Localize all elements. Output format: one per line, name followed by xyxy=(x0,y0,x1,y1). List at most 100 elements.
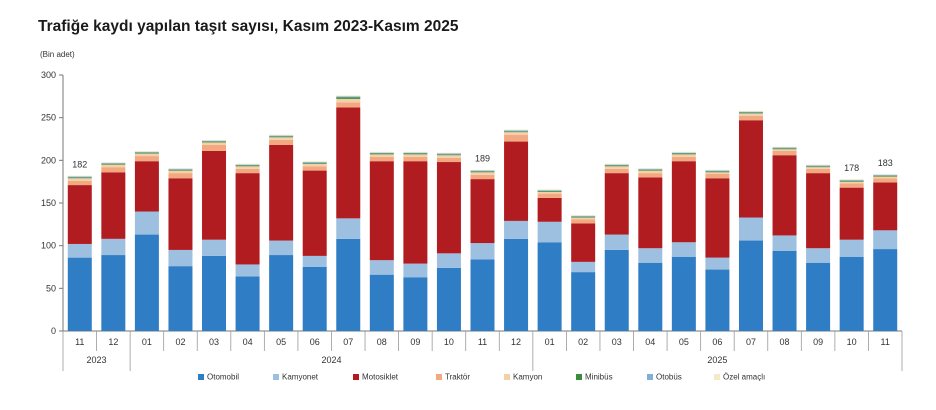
bar-segment-minib-s xyxy=(537,191,562,192)
bar-segment--zel-ama-l- xyxy=(403,151,428,153)
bar-segment-kamyonet xyxy=(168,249,193,267)
bar-segment-motosiklet xyxy=(436,162,461,254)
bar-segment-trakt-r xyxy=(470,174,495,180)
bar-segment-trakt-r xyxy=(134,156,159,162)
x-tick-label: 01 xyxy=(545,337,555,347)
bar-segment-motosiklet xyxy=(336,107,361,219)
bar-segment-otomobil xyxy=(806,262,831,331)
x-year-label: 2023 xyxy=(87,355,107,365)
bar-segment-motosiklet xyxy=(403,161,428,264)
bar-segment-minib-s xyxy=(604,165,629,167)
bar-segment--zel-ama-l- xyxy=(470,169,495,171)
bar-segment-otob-s xyxy=(537,190,562,192)
bar-segment-kamyonet xyxy=(436,253,461,268)
legend-item-otob-s: Otobüs xyxy=(647,372,682,381)
bar-segment-kamyonet xyxy=(369,260,394,275)
bar-segment-trakt-r xyxy=(873,178,898,183)
bar-segment-kamyon xyxy=(101,164,126,168)
x-tick-label: 02 xyxy=(175,337,185,347)
bar-segment--zel-ama-l- xyxy=(336,95,361,97)
bar-segment-otomobil xyxy=(772,250,797,331)
bar-segment-minib-s xyxy=(101,163,126,165)
legend-item-kamyon: Kamyon xyxy=(504,372,542,381)
bar-segment-minib-s xyxy=(202,141,227,143)
bar-segment-kamyonet xyxy=(772,235,797,251)
bar-segment-trakt-r xyxy=(504,134,529,142)
bar-segment-trakt-r xyxy=(101,167,126,173)
bar-segment--zel-ama-l- xyxy=(168,168,193,169)
bar-segment-trakt-r xyxy=(571,219,596,224)
bar-segment--zel-ama-l- xyxy=(369,151,394,153)
legend-label: Kamyonet xyxy=(282,372,319,382)
bar-segment-otob-s xyxy=(101,162,126,164)
bar-segment-motosiklet xyxy=(571,223,596,262)
legend-swatch xyxy=(273,373,279,380)
bar-segment-kamyon xyxy=(772,149,797,151)
bar-segment-trakt-r xyxy=(604,168,629,174)
bar-segment-otomobil xyxy=(302,267,327,331)
chart-legend: Otomobil Kamyonet Motosiklet Traktör Kamyon M… xyxy=(0,372,936,388)
bar-segment-minib-s xyxy=(336,97,361,99)
bar-segment-otomobil xyxy=(571,272,596,331)
bar-segment-otomobil xyxy=(67,257,92,331)
bar-segment-motosiklet xyxy=(839,187,864,240)
bar-segment-kamyon xyxy=(873,176,898,179)
bar-segment-motosiklet xyxy=(705,178,730,258)
bar-segment-otob-s xyxy=(403,152,428,154)
bar-total-label: 182 xyxy=(72,160,87,170)
bar-segment-minib-s xyxy=(873,175,898,177)
bar-segment-motosiklet xyxy=(101,172,126,239)
x-year-label: 2024 xyxy=(321,355,341,365)
bar-total-label: 183 xyxy=(878,158,893,168)
bar-segment-otomobil xyxy=(235,276,260,331)
bar-segment-kamyon xyxy=(638,170,663,174)
bar-segment-otob-s xyxy=(604,164,629,166)
bar-segment-kamyon xyxy=(571,217,596,220)
bar-segment-otomobil xyxy=(101,255,126,331)
bar-segment-motosiklet xyxy=(202,150,227,240)
bar-segment-kamyonet xyxy=(806,248,831,263)
legend-label: Traktör xyxy=(445,372,471,382)
bar-segment--zel-ama-l- xyxy=(67,175,92,177)
chart-title: Trafiğe kaydı yapılan taşıt sayısı, Kası… xyxy=(38,18,459,35)
y-tick-label: 250 xyxy=(41,113,56,123)
bar-segment--zel-ama-l- xyxy=(738,110,763,112)
legend-item-motosiklet: Motosiklet xyxy=(353,372,398,381)
legend-item-otomobil: Otomobil xyxy=(198,372,239,381)
bar-segment-otob-s xyxy=(269,135,294,137)
bar-segment-trakt-r xyxy=(772,150,797,156)
bar-segment-motosiklet xyxy=(134,161,159,212)
bar-segment-kamyonet xyxy=(604,234,629,250)
y-tick-label: 50 xyxy=(46,283,56,293)
x-tick-label: 04 xyxy=(645,337,655,347)
y-axis-unit-label: (Bin adet) xyxy=(40,50,75,59)
bar-segment-otomobil xyxy=(202,255,227,331)
bar-segment-otob-s xyxy=(235,164,260,166)
bar-segment-trakt-r xyxy=(168,173,193,179)
x-tick-label: 10 xyxy=(444,337,454,347)
x-tick-label: 07 xyxy=(343,337,353,347)
bar-segment-trakt-r xyxy=(638,173,663,178)
bar-segment-trakt-r xyxy=(269,139,294,145)
bar-segment-motosiklet xyxy=(638,177,663,249)
x-tick-label: 09 xyxy=(410,337,420,347)
bar-segment-kamyon xyxy=(604,166,629,169)
bar-segment-otomobil xyxy=(336,238,361,331)
bar-segment-minib-s xyxy=(67,177,92,179)
bar-segment-minib-s xyxy=(806,166,831,168)
x-tick-label: 11 xyxy=(478,337,487,347)
bar-segment-kamyon xyxy=(302,163,327,167)
bar-segment--zel-ama-l- xyxy=(604,163,629,165)
legend-swatch xyxy=(436,373,442,380)
bar-segment-otomobil xyxy=(403,277,428,331)
bar-segment-otob-s xyxy=(436,153,461,155)
bar-segment-kamyon xyxy=(269,137,294,140)
bar-segment-otob-s xyxy=(671,152,696,154)
bar-segment-minib-s xyxy=(302,162,327,164)
bar-segment--zel-ama-l- xyxy=(537,189,562,191)
bar-segment-kamyonet xyxy=(202,239,227,256)
bar-segment-minib-s xyxy=(269,136,294,138)
bar-segment--zel-ama-l- xyxy=(302,161,327,163)
bar-segment-kamyon xyxy=(705,172,730,174)
